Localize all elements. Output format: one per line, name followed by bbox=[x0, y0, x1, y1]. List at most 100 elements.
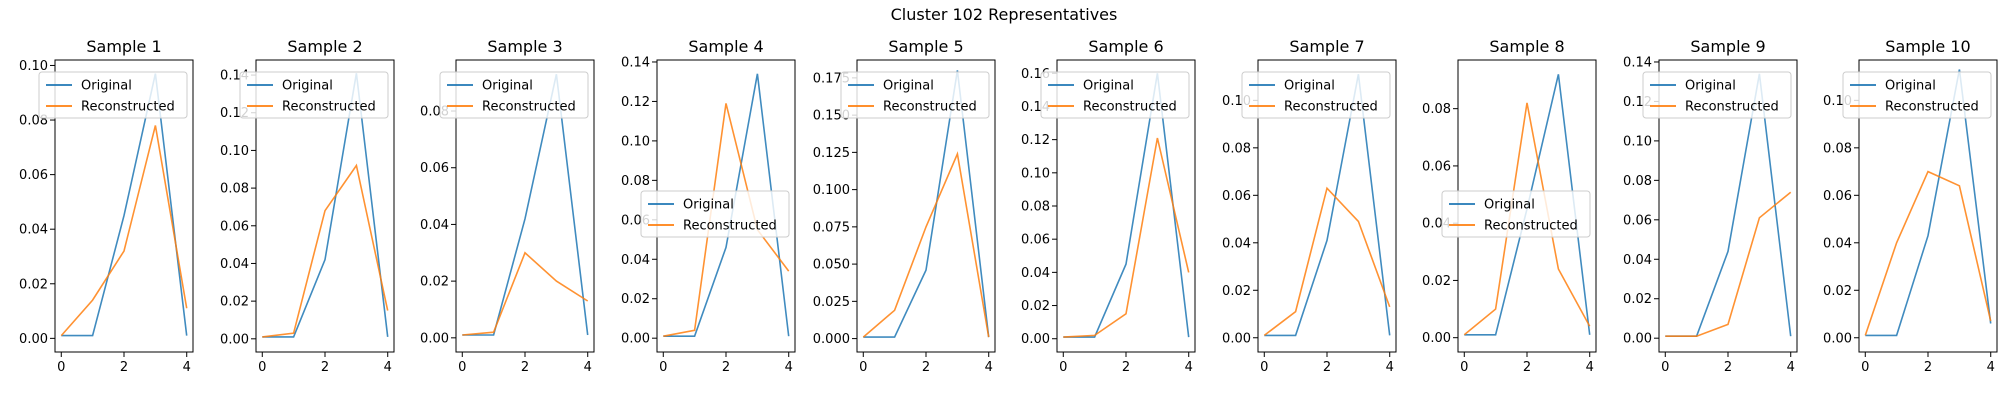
legend: Original Reconstructed bbox=[239, 71, 389, 119]
x-tick-label: 0 bbox=[57, 360, 65, 375]
series-line-reconstructed bbox=[862, 151, 990, 338]
x-tick-label: 2 bbox=[120, 360, 128, 375]
x-tick-label: 4 bbox=[1987, 360, 1995, 375]
x-tick-label: 4 bbox=[584, 360, 592, 375]
series-line-reconstructed bbox=[1063, 137, 1190, 338]
x-tick-label: 0 bbox=[1861, 360, 1869, 375]
subplot-6: Sample 60.000.020.040.060.080.100.120.14… bbox=[1021, 37, 1196, 375]
legend-label-reconstructed: Reconstructed bbox=[1083, 100, 1177, 115]
legend-label-reconstructed: Reconstructed bbox=[1885, 100, 1979, 115]
y-tick-label: 0.06 bbox=[1222, 189, 1251, 204]
x-tick-label: 2 bbox=[722, 360, 730, 375]
legend-label-reconstructed: Reconstructed bbox=[1284, 100, 1378, 115]
y-tick-label: 0.04 bbox=[1222, 236, 1251, 251]
legend-label-reconstructed: Reconstructed bbox=[1484, 219, 1578, 234]
legend: Original Reconstructed bbox=[38, 71, 188, 119]
y-tick-label: 0.00 bbox=[1623, 332, 1652, 347]
subplot-7: Sample 70.000.020.040.060.080.100 2 4Origi… bbox=[1222, 37, 1397, 375]
legend: Original Reconstructed bbox=[1241, 71, 1391, 119]
y-tick-label: 0.06 bbox=[420, 161, 449, 176]
legend-label-reconstructed: Reconstructed bbox=[1685, 100, 1779, 115]
y-tick-label: 0.08 bbox=[1422, 102, 1451, 117]
x-tick-label: 2 bbox=[1523, 360, 1531, 375]
y-tick-label: 0.04 bbox=[1623, 253, 1652, 268]
subplot-8: Sample 80.000.020.040.060.080 2 4OriginalR… bbox=[1422, 37, 1597, 375]
x-tick-label: 0 bbox=[1460, 360, 1468, 375]
legend-label-reconstructed: Reconstructed bbox=[282, 100, 376, 115]
x-tick-label: 4 bbox=[985, 360, 993, 375]
series-line-original bbox=[1063, 73, 1190, 338]
subplot-title: Sample 5 bbox=[888, 37, 963, 56]
y-tick-label: 0.02 bbox=[19, 277, 48, 292]
y-tick-label: 0.12 bbox=[621, 95, 650, 110]
legend-label-reconstructed: Reconstructed bbox=[883, 100, 977, 115]
y-tick-label: 0.10 bbox=[621, 134, 650, 149]
axes-frame bbox=[1658, 59, 1798, 353]
legend: Original Reconstructed bbox=[640, 190, 790, 238]
series-line-original bbox=[863, 70, 990, 338]
subplot-title: Sample 4 bbox=[688, 37, 763, 56]
legend-label-original: Original bbox=[1284, 79, 1335, 94]
axes-frame bbox=[455, 59, 595, 353]
y-tick-label: 0.025 bbox=[813, 295, 850, 310]
subplot-title: Sample 2 bbox=[287, 37, 362, 56]
legend-label-original: Original bbox=[81, 79, 132, 94]
x-tick-label: 4 bbox=[785, 360, 793, 375]
y-tick-label: 0.02 bbox=[420, 275, 449, 290]
x-tick-label: 0 bbox=[258, 360, 266, 375]
series-line-original bbox=[262, 73, 389, 338]
y-tick-label: 0.04 bbox=[1823, 236, 1852, 251]
y-tick-label: 0.10 bbox=[1623, 134, 1652, 149]
subplot-title: Sample 1 bbox=[86, 37, 161, 56]
x-tick-label: 4 bbox=[183, 360, 191, 375]
subplot-3: Sample 30.000.020.040.060.080 2 4OriginalR… bbox=[420, 37, 595, 375]
legend-label-original: Original bbox=[883, 79, 934, 94]
subplot-1: Sample 10.000.020.040.060.080.100 2 4Origi… bbox=[19, 37, 194, 375]
y-tick-label: 0.02 bbox=[1021, 299, 1050, 314]
x-tick-label: 4 bbox=[1185, 360, 1193, 375]
subplots: Sample 1 0.00 0.02 0.04 0.06 0.08 0.10 0 2 4 Origi… bbox=[19, 37, 1998, 375]
x-tick-label: 4 bbox=[1386, 360, 1394, 375]
axes-frame bbox=[54, 59, 194, 353]
axes-frame bbox=[1056, 59, 1196, 353]
series-line-reconstructed bbox=[1864, 170, 1992, 336]
subplot-title: Sample 3 bbox=[487, 37, 562, 56]
series-line-reconstructed bbox=[1665, 191, 1792, 338]
series-line-original bbox=[1264, 74, 1391, 337]
y-tick-label: 0.08 bbox=[621, 174, 650, 189]
y-tick-label: 0.075 bbox=[813, 220, 850, 235]
y-tick-label: 0.00 bbox=[1021, 332, 1050, 347]
y-tick-label: 0.02 bbox=[1222, 284, 1251, 299]
axes-frame bbox=[1858, 59, 1998, 353]
x-tick-label: 0 bbox=[1260, 360, 1268, 375]
subplot-title: Sample 9 bbox=[1690, 37, 1765, 56]
legend: Original Reconstructed bbox=[1842, 71, 1992, 119]
legend-label-original: Original bbox=[1685, 79, 1736, 94]
legend-box bbox=[38, 71, 188, 119]
legend-label-original: Original bbox=[482, 79, 533, 94]
y-tick-label: 0.10 bbox=[19, 59, 48, 74]
y-tick-label: 0.00 bbox=[1823, 331, 1852, 346]
legend-box bbox=[1241, 71, 1391, 119]
series-line-reconstructed bbox=[1263, 186, 1391, 337]
x-tick-label: 0 bbox=[458, 360, 466, 375]
series-line-original bbox=[462, 74, 589, 336]
series-line-original bbox=[663, 73, 790, 338]
legend-box bbox=[1842, 71, 1992, 119]
y-tick-label: 0.04 bbox=[19, 223, 48, 238]
y-tick-label: 0.08 bbox=[1823, 141, 1852, 156]
y-tick-label: 0.02 bbox=[1823, 284, 1852, 299]
y-tick-label: 0.02 bbox=[1422, 274, 1451, 289]
legend-label-original: Original bbox=[282, 79, 333, 94]
y-tick-label: 0.00 bbox=[621, 332, 650, 347]
legend-box bbox=[1642, 71, 1792, 119]
legend-box bbox=[239, 71, 389, 119]
y-tick-label: 0.12 bbox=[1021, 133, 1050, 148]
y-tick-label: 0.02 bbox=[220, 295, 249, 310]
legend-box bbox=[1441, 190, 1591, 238]
legend-label-reconstructed: Reconstructed bbox=[81, 100, 175, 115]
series-line-reconstructed bbox=[462, 251, 589, 336]
y-tick-label: 0.06 bbox=[1021, 233, 1050, 248]
y-tick-label: 0.08 bbox=[220, 182, 249, 197]
